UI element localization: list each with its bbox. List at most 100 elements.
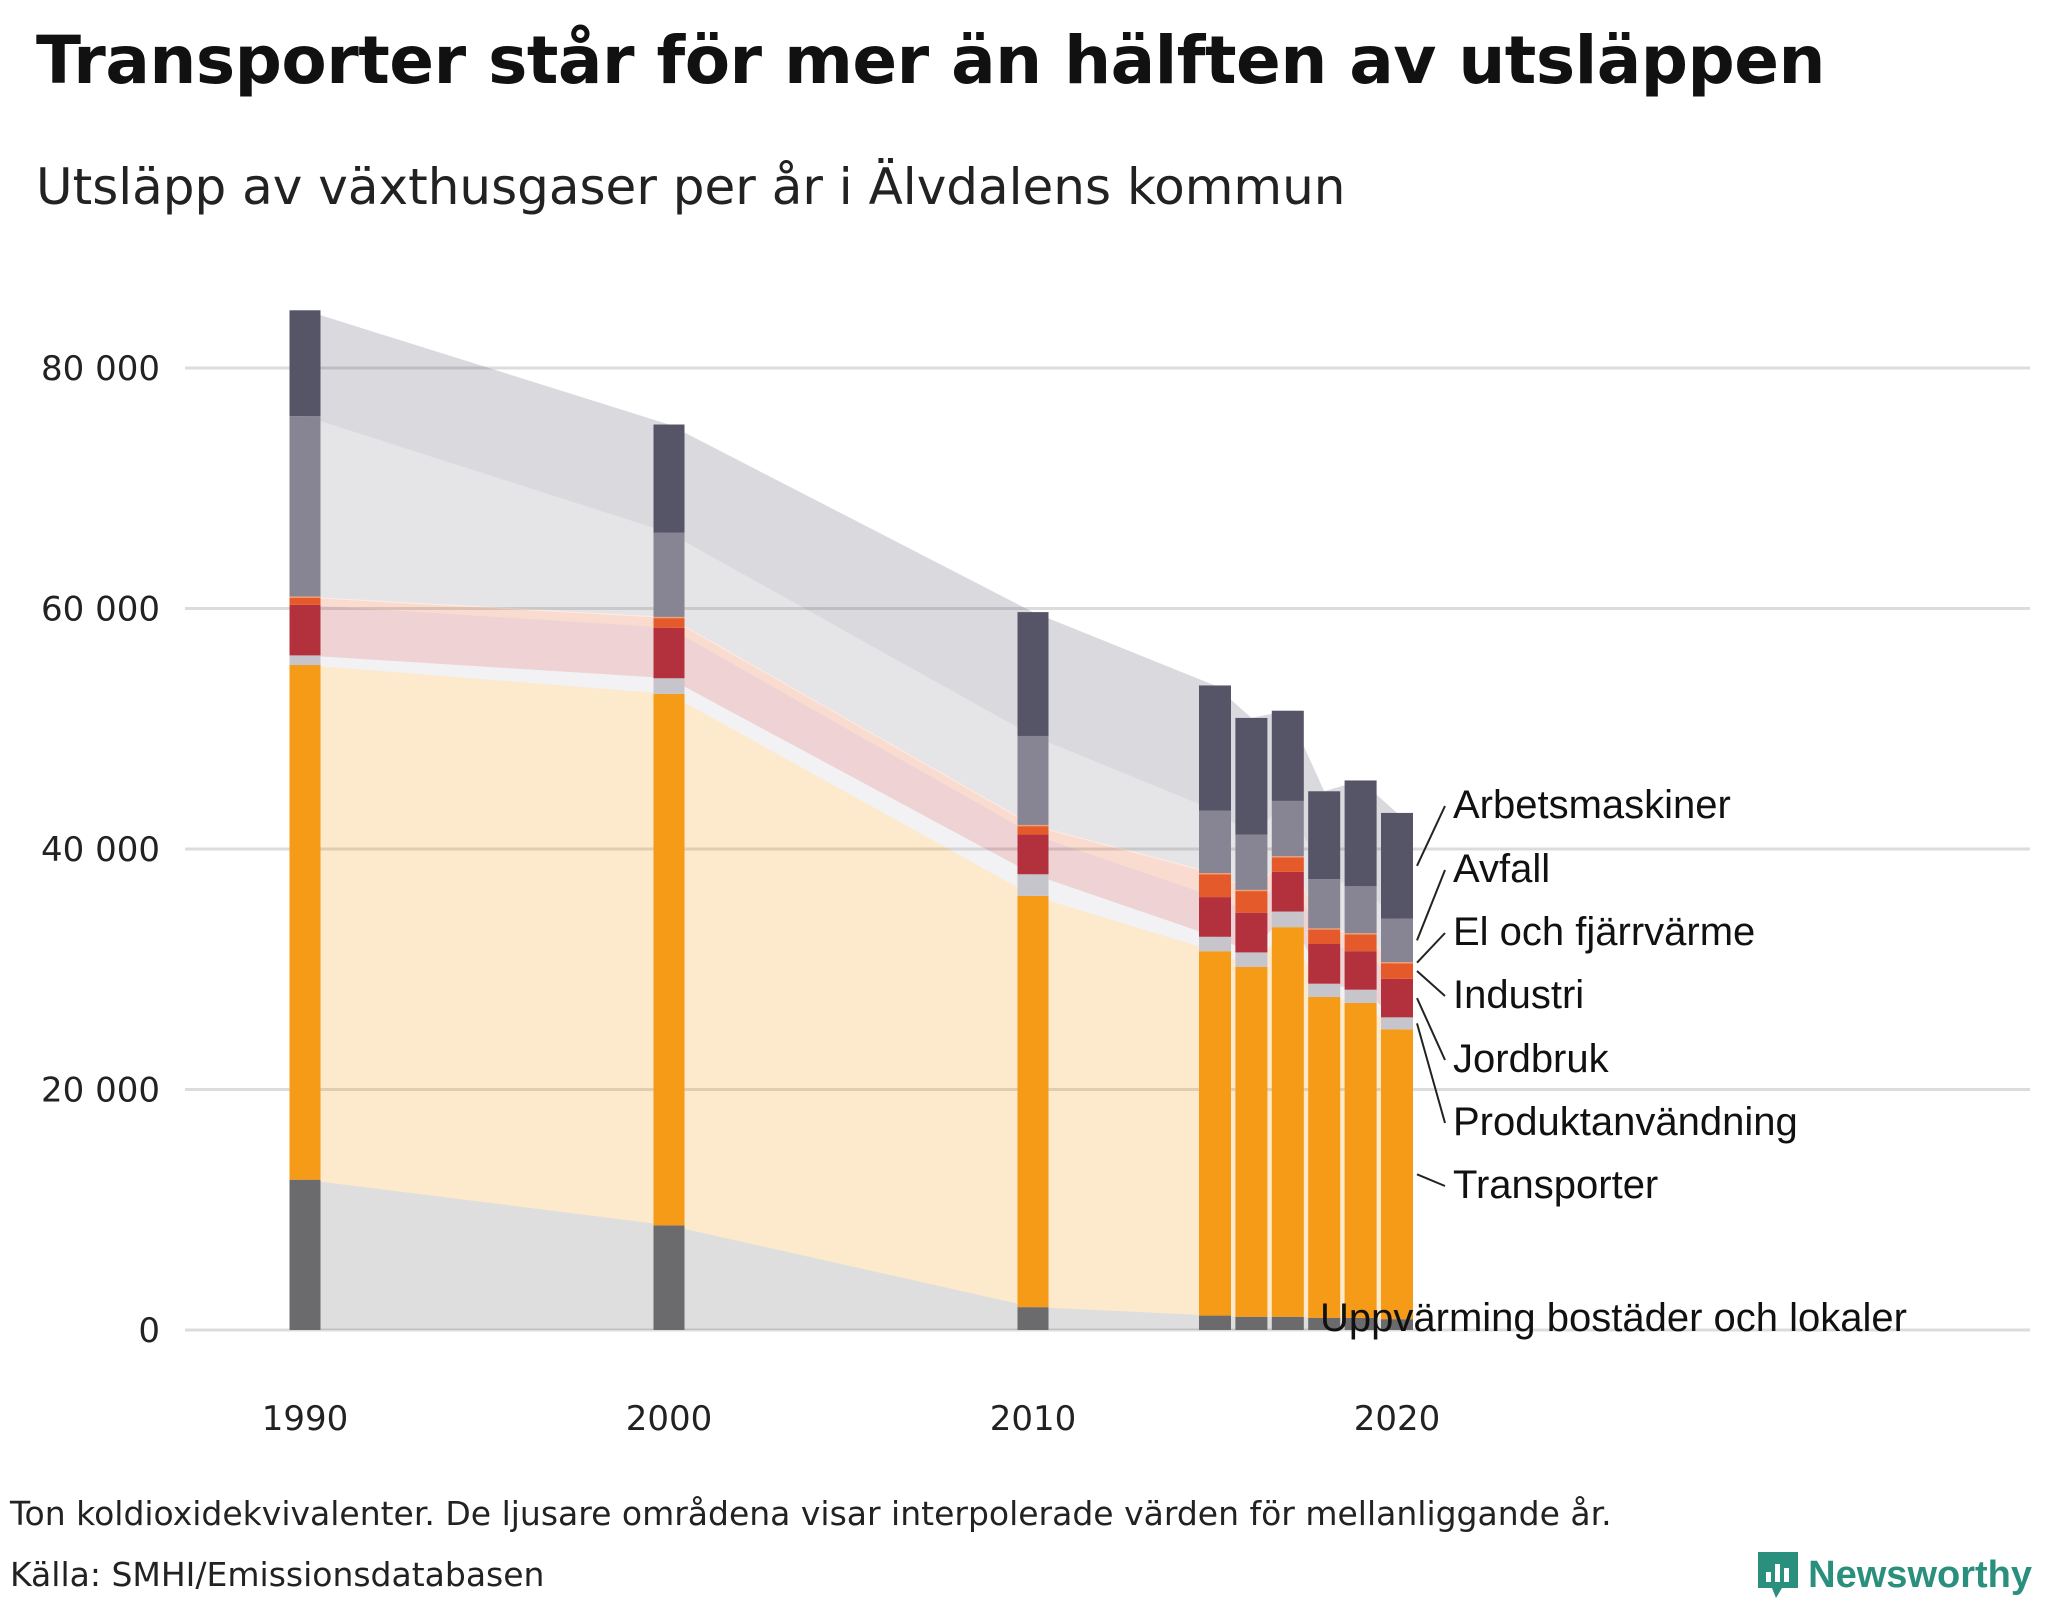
area-industri-2010-2015: [1033, 826, 1215, 898]
area-industri-2000-2010: [669, 618, 1033, 835]
area-transporter-1990-2000: [305, 665, 669, 1226]
brand-name: Newsworthy: [1808, 1553, 2032, 1596]
series-label-avfall: Avfall: [1453, 847, 1550, 891]
series-label-transporter: Transporter: [1453, 1163, 1658, 1207]
bar-1990-transporter: [289, 665, 321, 1180]
bar-2000-arbetsmaskiner: [653, 424, 685, 533]
bar-2015-arbetsmaskiner: [1199, 685, 1231, 811]
area-uppvärming-bostäder-och-lokaler-2000-2010: [669, 1225, 1033, 1330]
series-label-jordbruk: Jordbruk: [1453, 1037, 1610, 1081]
bar-2019-jordbruk: [1344, 951, 1377, 990]
bar-2000-jordbruk: [653, 627, 685, 679]
bar-2015-el-och-fjärrvärme: [1199, 873, 1231, 875]
leader-avfall: [1416, 869, 1446, 941]
bar-2010-produktanvändning: [1017, 874, 1049, 896]
bar-2017-avfall: [1271, 800, 1304, 857]
chart-subtitle: Utsläpp av växthusgaser per år i Älvdale…: [36, 158, 1346, 216]
bar-2019-avfall: [1344, 886, 1377, 934]
area-produktanvändning-2010-2015: [1033, 874, 1215, 952]
bar-2019-industri: [1344, 934, 1377, 952]
area-jordbruk-2000-2010: [669, 627, 1033, 875]
bar-2000-transporter: [653, 693, 685, 1226]
bar-2018-avfall: [1308, 879, 1341, 929]
bar-1990-avfall: [289, 416, 321, 597]
bar-2016-arbetsmaskiner: [1235, 717, 1268, 835]
source-note: Källa: SMHI/Emissionsdatabasen: [10, 1555, 545, 1594]
x-tick-label-2010: 2010: [990, 1399, 1077, 1439]
bars: [289, 310, 1413, 1330]
area-el-och-fjärrvärme-2000-2010: [669, 616, 1033, 827]
bar-2016-uppvärming-bostäder-och-lokaler: [1235, 1316, 1268, 1330]
footnote: Ton koldioxidekvivalenter. De ljusare om…: [10, 1494, 1612, 1533]
bar-1990-jordbruk: [289, 604, 321, 656]
brand-logo-icon: [1758, 1552, 1799, 1598]
bar-2010-uppvärming-bostäder-och-lokaler: [1017, 1307, 1049, 1330]
bar-2017-jordbruk: [1271, 871, 1304, 912]
series-label-industri: Industri: [1453, 973, 1584, 1017]
series-label-arbetsmaskiner: Arbetsmaskiner: [1453, 783, 1731, 827]
brand-logo: Newsworthy: [1756, 1550, 2032, 1600]
y-axis-ticks: 0 20 000 40 000 60 000 80 000: [41, 349, 160, 1351]
bar-2017-el-och-fjärrvärme: [1271, 856, 1304, 858]
series-label-uppvärming-bostäder-och-lokaler: Uppvärming bostäder och lokaler: [1320, 1296, 1907, 1340]
bar-2015-transporter: [1199, 951, 1231, 1316]
bar-2015-produktanvändning: [1199, 936, 1231, 952]
chart-title: Transporter står för mer än hälften av u…: [36, 22, 1826, 99]
bar-2017-produktanvändning: [1271, 911, 1304, 928]
bar-2016-industri: [1235, 891, 1268, 913]
leader-transporter: [1416, 1173, 1446, 1187]
bar-2018-jordbruk: [1308, 943, 1341, 984]
bar-2020-arbetsmaskiner: [1381, 812, 1413, 919]
x-tick-label-2000: 2000: [626, 1399, 713, 1439]
bar-2019-produktanvändning: [1344, 989, 1377, 1003]
bar-2020-industri: [1381, 963, 1413, 979]
area-el-och-fjärrvärme-1990-2000: [305, 596, 669, 619]
series-label-el-och-fjärrvärme: El och fjärrvärme: [1453, 910, 1755, 954]
bar-2019-uppvärming-bostäder-och-lokaler: [1344, 1317, 1377, 1330]
bar-2017-transporter: [1271, 927, 1304, 1317]
gridlines: [185, 366, 2030, 1332]
bar-1990-uppvärming-bostäder-och-lokaler: [289, 1179, 321, 1330]
leader-arbetsmaskiner: [1416, 805, 1446, 867]
area-transporter-2010-2015: [1033, 895, 1215, 1316]
area-jordbruk-1990-2000: [305, 604, 669, 679]
bar-2010-jordbruk: [1017, 834, 1049, 875]
bar-2010-industri: [1017, 826, 1049, 835]
y-tick-label-0: 0: [138, 1311, 160, 1351]
interpolated-areas: [305, 310, 1397, 1330]
bar-2018-el-och-fjärrvärme: [1308, 928, 1341, 930]
series-labels: Arbetsmaskiner Avfall El och fjärrvärme Ind…: [1320, 783, 1907, 1340]
bar-2017-uppvärming-bostäder-och-lokaler: [1271, 1316, 1304, 1330]
area-arbetsmaskiner-2010-2015: [1033, 612, 1215, 811]
area-avfall-2000-2010: [669, 532, 1033, 825]
bar-2000-industri: [653, 618, 685, 628]
bar-2020-avfall: [1381, 918, 1413, 963]
bar-2000-el-och-fjärrvärme: [653, 616, 685, 619]
stacked-bar-chart: 0 20 000 40 000 60 000 80 000 1990 2000 2010 20…: [41, 310, 2030, 1439]
bar-2015-industri: [1199, 874, 1231, 898]
bar-2020-uppvärming-bostäder-och-lokaler: [1381, 1319, 1413, 1330]
area-el-och-fjärrvärme-2010-2015: [1033, 824, 1215, 875]
label-leader-lines: [1416, 805, 1446, 1187]
leader-el-och-fjärrvärme: [1416, 932, 1446, 964]
x-tick-label-1990: 1990: [262, 1399, 349, 1439]
leader-produktanvändning: [1416, 1023, 1446, 1124]
series-label-produktanvändning: Produktanvändning: [1453, 1100, 1798, 1144]
bar-2015-avfall: [1199, 810, 1231, 874]
bar-2017-industri: [1271, 857, 1304, 872]
y-tick-label-60000: 60 000: [41, 590, 160, 630]
bar-2020-produktanvändning: [1381, 1017, 1413, 1030]
bar-2018-arbetsmaskiner: [1308, 791, 1341, 880]
area-produktanvändning-1990-2000: [305, 655, 669, 694]
bar-2020-transporter: [1381, 1029, 1413, 1320]
bar-2016-avfall: [1235, 834, 1268, 890]
bar-2010-el-och-fjärrvärme: [1017, 824, 1049, 827]
bar-2017-arbetsmaskiner: [1271, 710, 1304, 801]
y-tick-label-80000: 80 000: [41, 349, 160, 389]
area-industri-1990-2000: [305, 597, 669, 628]
area-uppvärming-bostäder-och-lokaler-1990-2000: [305, 1179, 669, 1330]
area-jordbruk-2010-2015: [1033, 834, 1215, 937]
bar-2010-avfall: [1017, 735, 1049, 825]
bar-2000-produktanvändning: [653, 678, 685, 694]
area-transporter-2000-2010: [669, 693, 1033, 1308]
